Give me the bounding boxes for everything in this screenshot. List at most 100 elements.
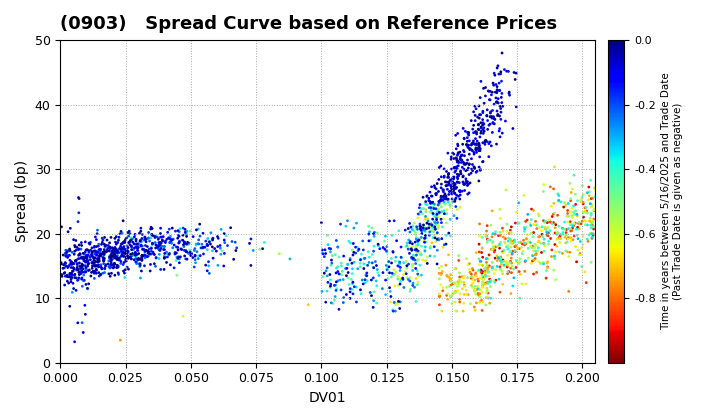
Point bbox=[414, 262, 426, 268]
Point bbox=[505, 269, 517, 276]
Point bbox=[109, 260, 120, 267]
Point bbox=[390, 299, 401, 306]
Point bbox=[143, 249, 155, 256]
Point bbox=[542, 230, 554, 237]
Point bbox=[477, 108, 489, 115]
Point bbox=[433, 291, 445, 297]
Point bbox=[438, 189, 449, 195]
Point bbox=[450, 289, 462, 296]
Point bbox=[158, 243, 169, 250]
Point bbox=[474, 249, 485, 255]
Point bbox=[491, 87, 503, 93]
Point bbox=[512, 220, 523, 227]
Point bbox=[462, 191, 474, 197]
Point bbox=[322, 232, 333, 239]
Point bbox=[106, 257, 117, 263]
Point bbox=[486, 113, 498, 120]
Point bbox=[123, 239, 135, 246]
Point bbox=[68, 260, 79, 267]
Point bbox=[571, 211, 582, 218]
Point bbox=[480, 255, 492, 262]
Point bbox=[111, 246, 122, 253]
Point bbox=[74, 268, 86, 275]
Point bbox=[180, 255, 192, 262]
Point bbox=[572, 197, 583, 204]
Point bbox=[78, 265, 89, 272]
Point bbox=[534, 233, 545, 240]
Point bbox=[194, 221, 205, 228]
Point bbox=[122, 247, 133, 254]
Point bbox=[397, 276, 409, 283]
Point bbox=[371, 278, 382, 284]
Point bbox=[76, 242, 87, 249]
Point bbox=[505, 240, 516, 247]
Point bbox=[546, 220, 558, 227]
Point bbox=[85, 239, 96, 246]
Point bbox=[342, 261, 354, 268]
Point bbox=[482, 290, 494, 297]
Point bbox=[384, 288, 396, 295]
Point bbox=[112, 264, 123, 271]
Point bbox=[529, 255, 541, 262]
Point bbox=[580, 204, 592, 211]
Point bbox=[418, 227, 430, 234]
Point bbox=[207, 255, 219, 262]
Point bbox=[451, 145, 462, 152]
Point bbox=[436, 308, 448, 315]
Point bbox=[451, 159, 463, 165]
Point bbox=[477, 158, 489, 165]
Point bbox=[91, 227, 103, 234]
Point bbox=[392, 282, 404, 289]
Point bbox=[497, 270, 508, 277]
Point bbox=[66, 271, 78, 278]
Point bbox=[477, 276, 489, 283]
Point bbox=[97, 270, 109, 276]
Point bbox=[445, 293, 456, 300]
Point bbox=[136, 253, 148, 260]
Point bbox=[99, 255, 110, 262]
Point bbox=[531, 222, 542, 228]
Point bbox=[473, 292, 485, 299]
Point bbox=[476, 125, 487, 131]
Point bbox=[545, 219, 557, 226]
Point bbox=[330, 278, 342, 285]
Point bbox=[509, 236, 521, 243]
Point bbox=[429, 234, 441, 241]
Point bbox=[373, 272, 384, 279]
Point bbox=[88, 268, 99, 275]
Point bbox=[562, 235, 573, 242]
Point bbox=[446, 185, 457, 192]
Point bbox=[102, 237, 113, 244]
Point bbox=[427, 222, 438, 229]
Point bbox=[145, 245, 157, 252]
Point bbox=[431, 215, 442, 221]
Point bbox=[405, 286, 416, 293]
Point bbox=[109, 260, 120, 267]
Point bbox=[459, 160, 470, 167]
Point bbox=[485, 88, 496, 94]
Point bbox=[127, 250, 138, 257]
Point bbox=[148, 250, 159, 257]
Point bbox=[437, 287, 449, 294]
Point bbox=[505, 244, 517, 250]
Point bbox=[490, 277, 502, 284]
Point bbox=[191, 226, 202, 233]
Point bbox=[382, 265, 393, 272]
Point bbox=[410, 242, 422, 249]
Point bbox=[500, 186, 512, 193]
Point bbox=[423, 224, 434, 231]
Point bbox=[426, 239, 438, 246]
Point bbox=[90, 249, 102, 256]
Point bbox=[179, 252, 190, 259]
Point bbox=[393, 263, 405, 270]
Point bbox=[338, 253, 349, 260]
Point bbox=[412, 279, 423, 286]
Point bbox=[575, 250, 586, 257]
Point bbox=[506, 238, 518, 245]
Point bbox=[410, 265, 421, 272]
Point bbox=[564, 218, 576, 225]
Point bbox=[555, 231, 567, 237]
Point bbox=[470, 128, 482, 135]
Point bbox=[458, 300, 469, 307]
Point bbox=[432, 207, 444, 214]
